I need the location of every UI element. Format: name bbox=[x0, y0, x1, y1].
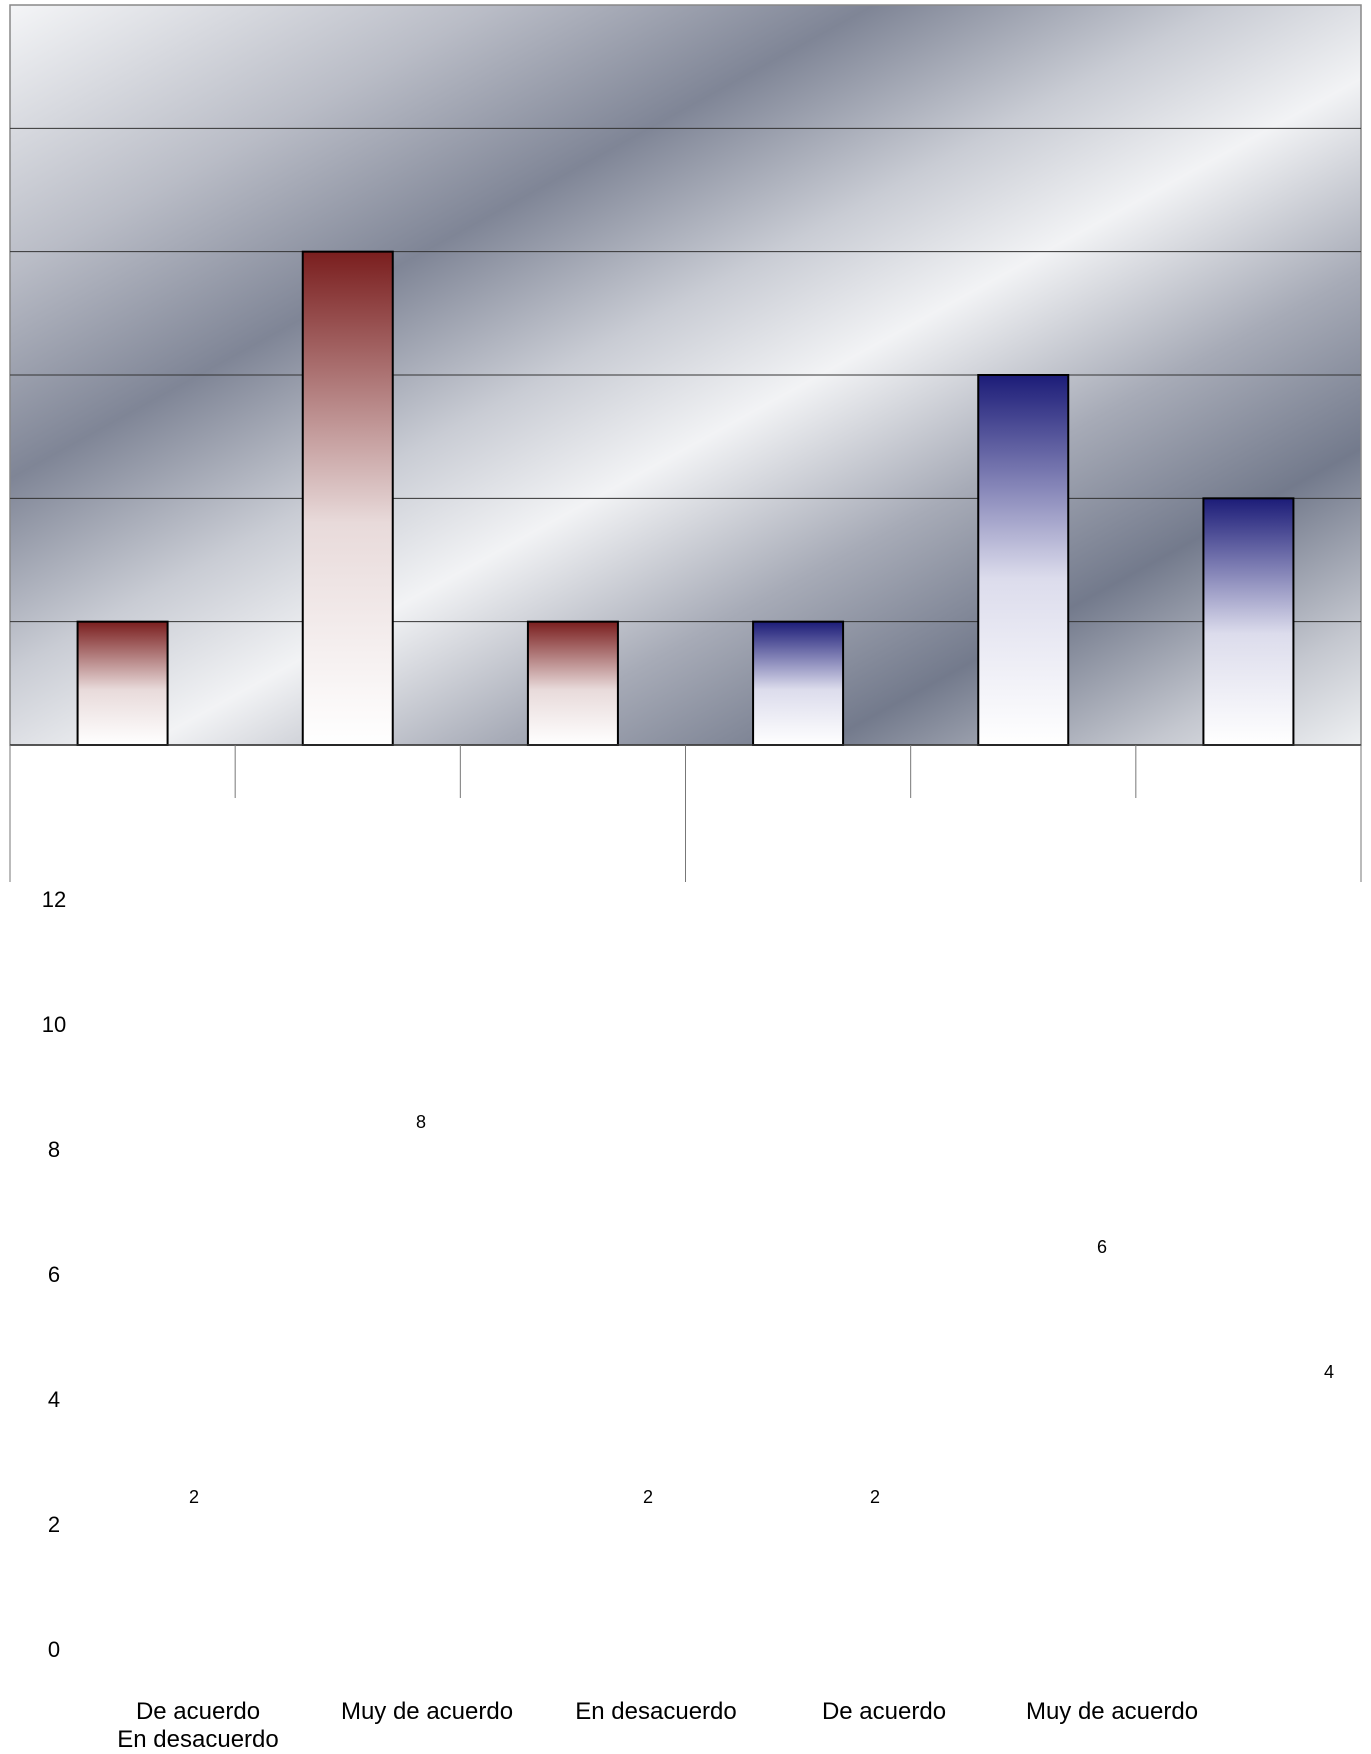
bar bbox=[76, 620, 169, 747]
data-label: 8 bbox=[415, 1112, 427, 1132]
x-axis bbox=[9, 744, 1362, 882]
data-label: 2 bbox=[642, 1487, 654, 1507]
x-tick-label: De acuerdo bbox=[821, 1698, 947, 1725]
bar bbox=[526, 620, 619, 747]
y-tick-label: 6 bbox=[47, 1262, 61, 1287]
bar bbox=[752, 620, 845, 747]
y-tick-label: 2 bbox=[47, 1512, 61, 1537]
data-label: 2 bbox=[188, 1487, 200, 1507]
data-label: 6 bbox=[1096, 1237, 1108, 1257]
y-tick-label: 8 bbox=[47, 1137, 61, 1162]
x-tick-label: En desacuerdo bbox=[575, 1698, 737, 1725]
data-label: 2 bbox=[869, 1487, 881, 1507]
x-tick-label: Muy de acuerdo bbox=[1025, 1698, 1199, 1725]
y-tick-label: 10 bbox=[41, 1012, 67, 1037]
x-tick-label: Muy de acuerdo bbox=[340, 1698, 514, 1725]
data-label: 4 bbox=[1323, 1362, 1335, 1382]
bar bbox=[301, 250, 394, 747]
x-tick-label: De acuerdo bbox=[135, 1698, 261, 1725]
y-tick-label: 4 bbox=[47, 1387, 61, 1412]
y-tick-label: 0 bbox=[47, 1637, 61, 1662]
gridlines bbox=[10, 127, 1361, 623]
bars bbox=[76, 250, 1295, 747]
x-tick-label: En desacuerdo bbox=[117, 1726, 279, 1753]
bar bbox=[1202, 497, 1295, 747]
y-tick-label: 12 bbox=[41, 887, 67, 912]
bar bbox=[977, 374, 1070, 746]
